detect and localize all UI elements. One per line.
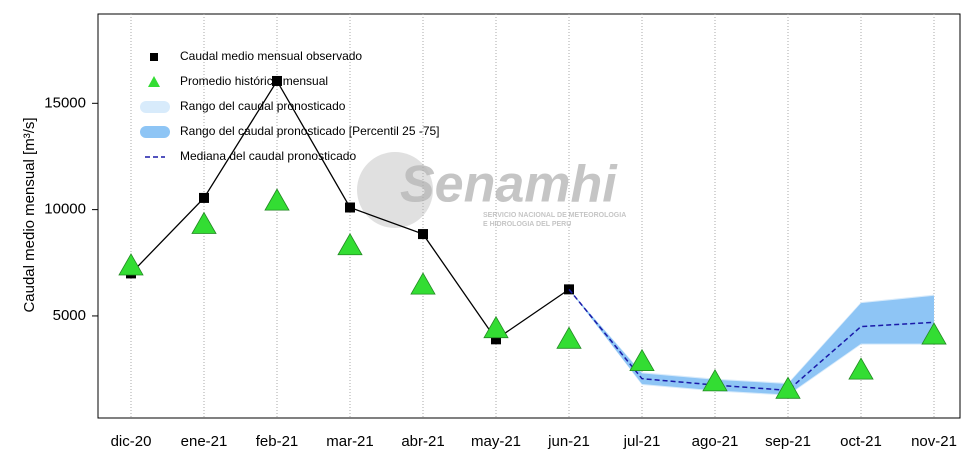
y-tick-label: 5000 [53, 307, 86, 324]
forecast-band [569, 289, 934, 395]
observed-point [345, 202, 355, 213]
x-tick-label: may-21 [471, 433, 521, 450]
y-axis-label: Caudal medio mensual [m³/s] [21, 117, 38, 312]
legend-swatch [140, 126, 170, 138]
historic-point [483, 315, 509, 339]
watermark-title: Senamhi [400, 156, 618, 214]
historic-point [629, 348, 655, 372]
historic-point [337, 232, 363, 256]
x-tick-label: sep-21 [765, 433, 811, 450]
historic-point [191, 211, 217, 234]
legend-swatch [150, 53, 158, 61]
historic-point [702, 369, 728, 392]
x-tick-label: jul-21 [623, 433, 661, 450]
x-tick-label: dic-20 [111, 433, 152, 450]
x-tick-label: abr-21 [401, 433, 444, 450]
y-tick-label: 10000 [44, 201, 86, 218]
x-tick-label: nov-21 [911, 433, 957, 450]
x-tick-label: jun-21 [547, 433, 590, 450]
legend-label: Promedio histórico mensual [180, 74, 328, 88]
plot-frame [97, 13, 961, 419]
legend-swatch [148, 76, 160, 87]
x-tick-label: oct-21 [840, 433, 882, 450]
legend: Caudal medio mensual observado Promedio h… [140, 49, 440, 163]
legend-label: Mediana del caudal pronosticado [180, 149, 356, 163]
legend-label: Rango del caudal pronosticado [180, 99, 346, 113]
observed-point [418, 229, 428, 240]
watermark-text: SERVICIO NACIONAL DE METEOROLOGIA [483, 212, 626, 219]
legend-label: Caudal medio mensual observado [180, 49, 362, 63]
x-tick-label: mar-21 [326, 433, 374, 450]
historic-point [556, 326, 582, 349]
historic-point [848, 357, 874, 380]
observed-point [491, 334, 501, 345]
median-line [568, 288, 935, 392]
watermark: Senamhi SERVICIO NACIONAL DE METEOROLOGI… [357, 152, 626, 228]
watermark-logo [357, 152, 433, 228]
watermark-text: E HIDROLOGIA DEL PERU [483, 221, 571, 228]
historic-point [410, 272, 436, 295]
legend-label: Rango del caudal pronosticado [Percentil… [180, 124, 440, 138]
legend-swatch [140, 101, 170, 113]
observed-point [272, 75, 282, 86]
x-tick-label: ago-21 [692, 433, 739, 450]
historic-point [264, 188, 290, 211]
x-tick-label: ene-21 [181, 433, 228, 450]
historic-point [775, 376, 801, 399]
observed-point [199, 192, 209, 203]
historic-point [118, 253, 144, 276]
x-tick-label: feb-21 [256, 433, 299, 450]
historic-point [921, 322, 947, 345]
y-tick-label: 15000 [44, 94, 86, 111]
